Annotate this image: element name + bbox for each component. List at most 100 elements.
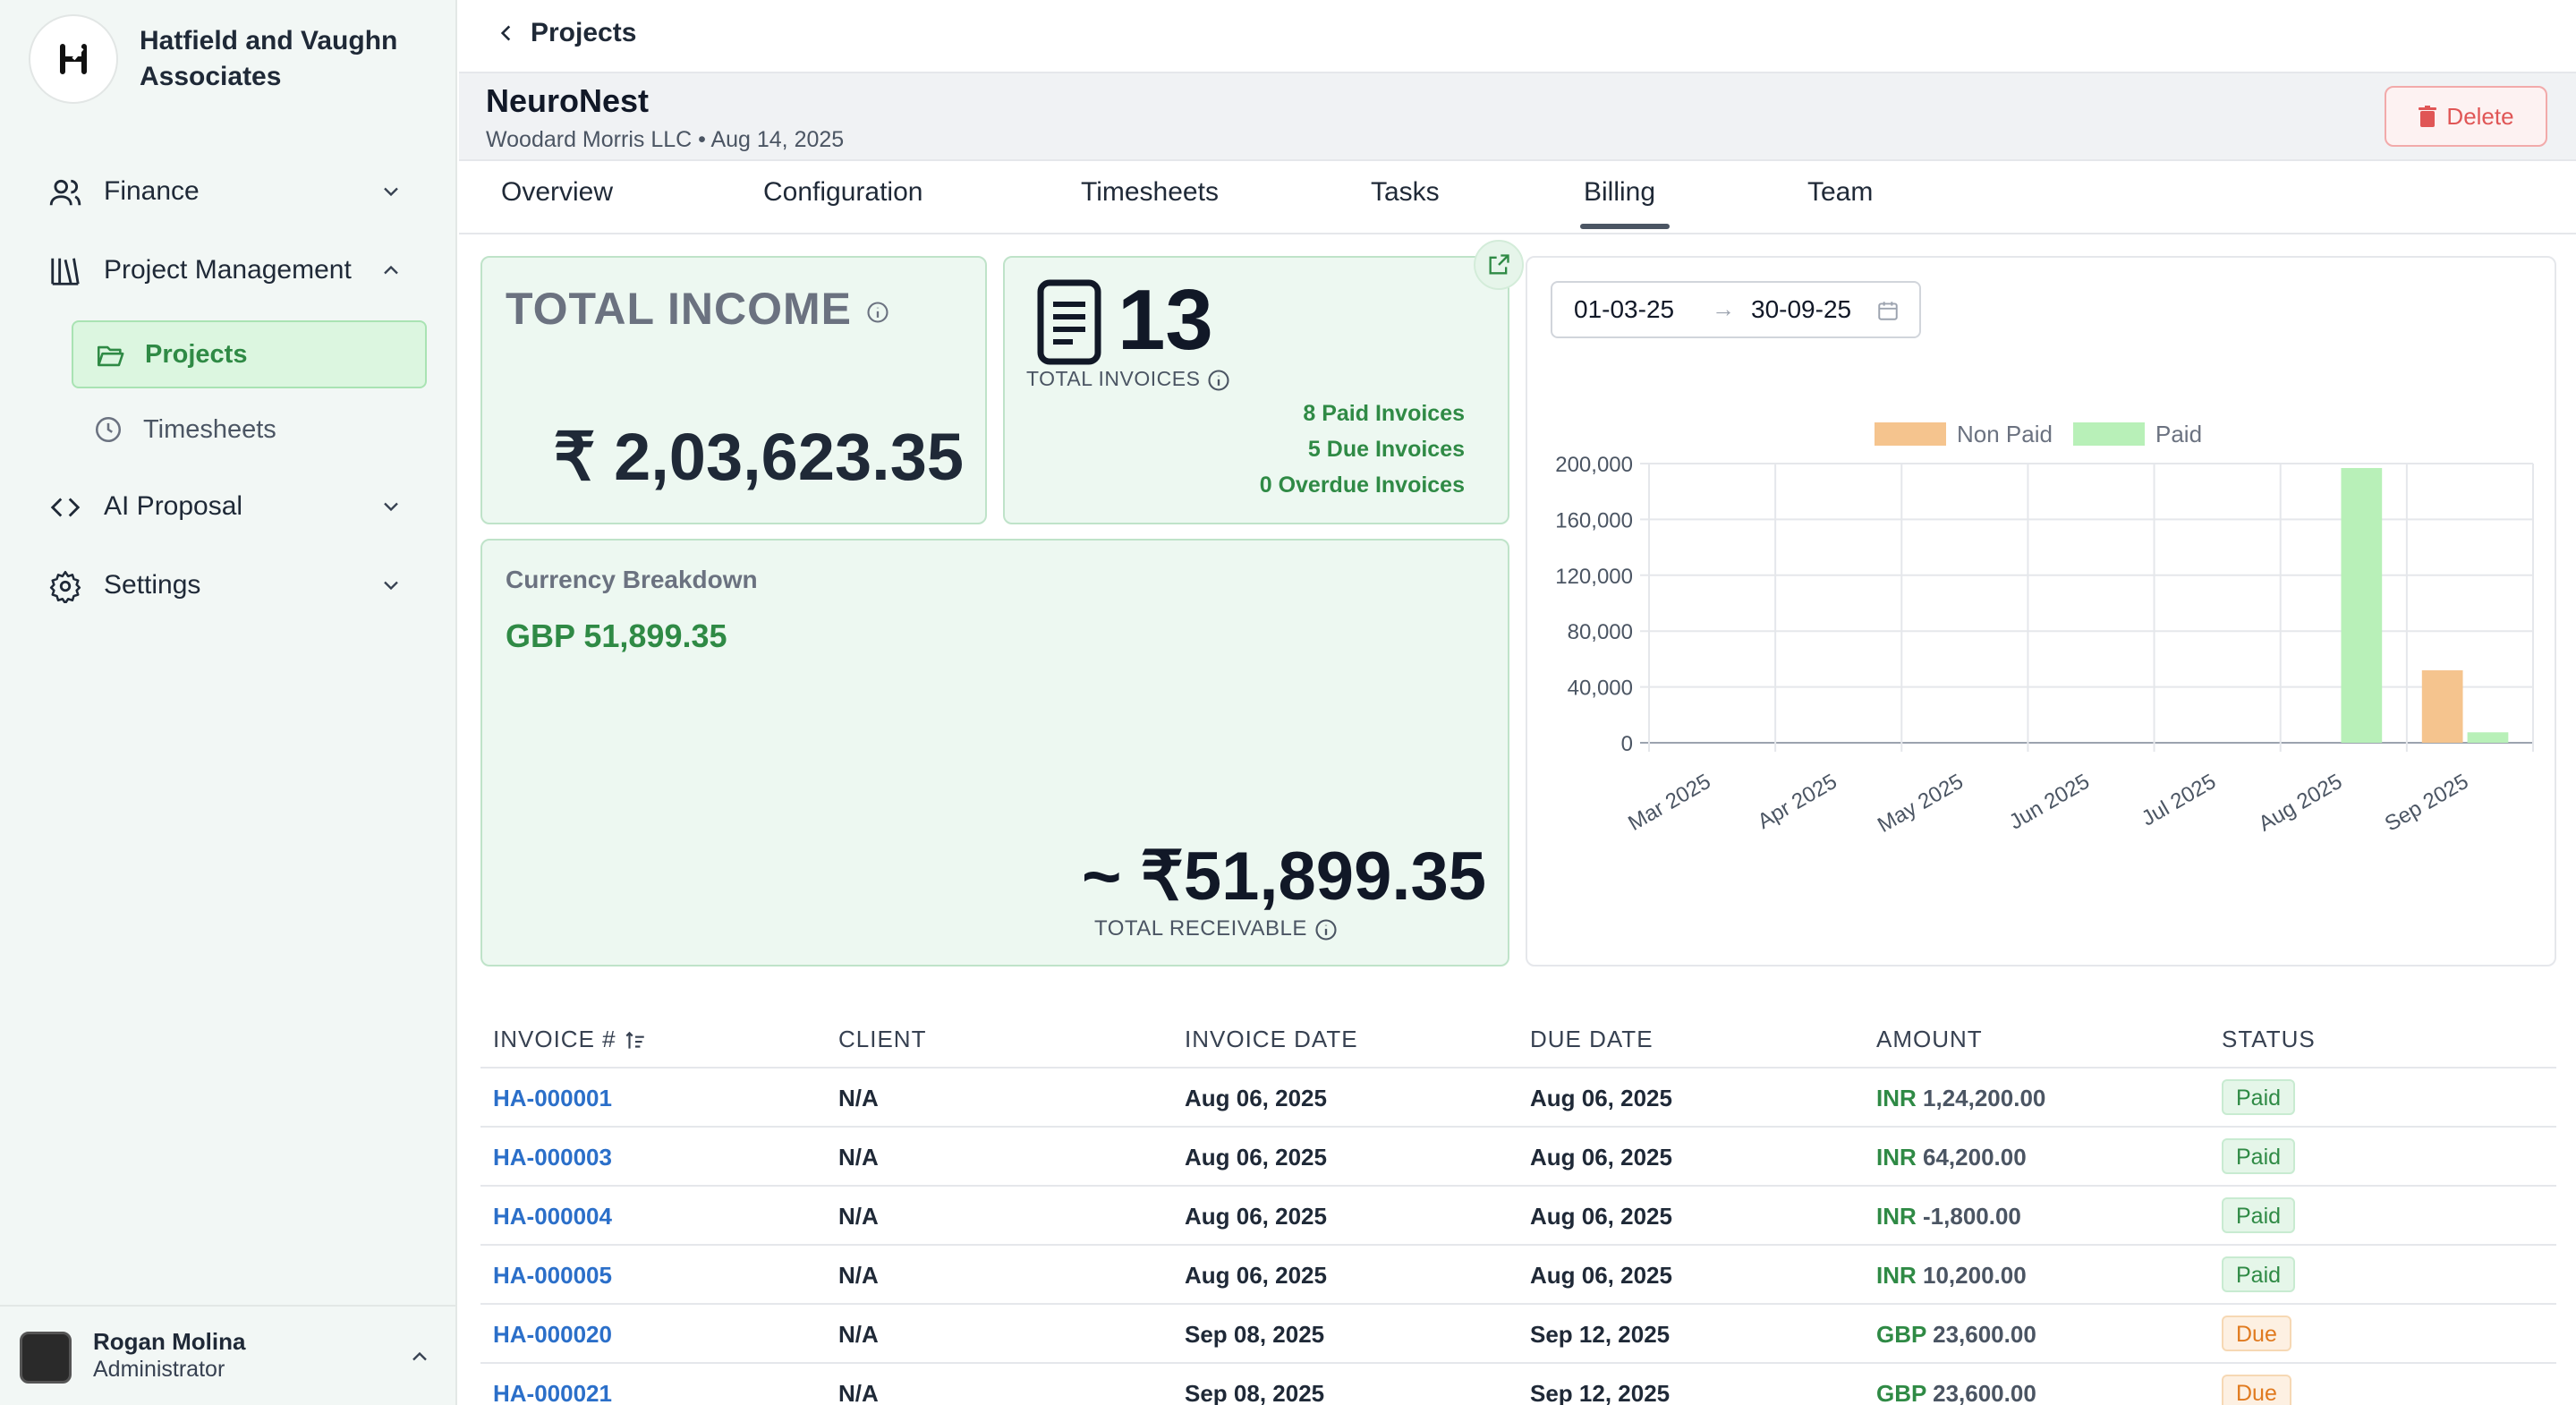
invoice-number-link[interactable]: HA-000001 [493,1085,612,1111]
bar-non-paid [2421,670,2463,743]
open-external-button[interactable] [1474,240,1524,290]
tab-overview[interactable]: Overview [501,177,614,207]
status-badge: Due [2222,1316,2291,1351]
status-badge: Paid [2222,1138,2296,1174]
table-row[interactable]: HA-000020 N/A Sep 08, 2025 Sep 12, 2025 GBP … [480,1303,2556,1362]
invoice-count: 13 [1118,272,1213,368]
info-icon[interactable] [865,300,890,325]
amount-currency: GBP [1876,1380,1926,1405]
delete-label: Delete [2446,102,2514,130]
tab-tasks[interactable]: Tasks [1371,177,1440,207]
income-title: TOTAL INCOME [506,283,890,335]
invoice-number-link[interactable]: HA-000004 [493,1203,612,1230]
date-range-arrow: → [1712,295,1735,322]
code-icon [50,498,81,517]
y-tick-label: 200,000 [1555,453,1633,477]
amount-value: -1,800.00 [1923,1203,2021,1230]
y-tick-label: 160,000 [1555,508,1633,532]
table-row[interactable]: HA-000003 N/A Aug 06, 2025 Aug 06, 2025 INR … [480,1126,2556,1185]
date-range-start[interactable]: 01-03-25 [1574,295,1675,323]
total-receivable-label-text: TOTAL RECEIVABLE [1094,916,1307,941]
column-header-status[interactable]: STATUS [2222,1026,2316,1052]
sidebar-item-label: Project Management [104,255,352,285]
invoice-date-cell: Sep 08, 2025 [1185,1380,1325,1405]
column-header-amount[interactable]: AMOUNT [1876,1026,1983,1052]
table-row[interactable]: HA-000001 N/A Aug 06, 2025 Aug 06, 2025 INR … [480,1067,2556,1126]
amount-value: 10,200.00 [1923,1262,2027,1289]
due-date-cell: Sep 12, 2025 [1530,1380,1671,1405]
legend-label: Paid [2155,421,2202,447]
bar-paid [2467,732,2509,743]
chevron-left-icon [500,25,511,41]
client-cell: N/A [838,1321,879,1348]
invoice-number-link[interactable]: HA-000020 [493,1321,612,1348]
gear-icon [49,570,81,603]
column-header-due-date[interactable]: DUE DATE [1530,1026,1654,1052]
back-label: Projects [531,18,637,47]
client-cell: N/A [838,1144,879,1171]
back-link[interactable]: Projects [495,18,636,48]
x-tick-label: Mar 2025 [1624,770,1714,836]
column-header-invoice-date[interactable]: INVOICE DATE [1185,1026,1358,1052]
info-icon[interactable] [1206,368,1231,393]
column-header-invoice[interactable]: INVOICE # [493,1026,647,1053]
sidebar-item-finance[interactable]: Finance [0,158,457,226]
amount-value: 64,200.00 [1923,1144,2027,1171]
table-row[interactable]: HA-000004 N/A Aug 06, 2025 Aug 06, 2025 INR … [480,1185,2556,1244]
sidebar-item-ai-proposal[interactable]: AI Proposal [0,473,457,541]
sidebar-item-label: Timesheets [143,414,276,444]
legend-label: Non Paid [1957,421,2053,447]
project-header: NeuroNest Woodard Morris LLC • Aug 14, 2… [459,73,2576,161]
sidebar-item-timesheets[interactable]: Timesheets [72,396,427,464]
date-range-picker[interactable]: 01-03-25 → 30-09-25 [1551,281,1921,338]
sidebar-item-label: Projects [145,339,248,369]
status-badge: Paid [2222,1197,2296,1233]
invoice-date-cell: Aug 06, 2025 [1185,1144,1327,1171]
sidebar-item-label: Settings [104,570,201,600]
income-title-text: TOTAL INCOME [506,284,852,334]
clock-icon [95,416,122,443]
avatar [20,1332,72,1384]
chevron-up-icon [384,265,398,275]
total-receivable-label: TOTAL RECEIVABLE [1094,916,1339,942]
y-tick-label: 80,000 [1568,620,1633,644]
brand[interactable]: Hatfield and Vaughn Associates [29,14,435,104]
x-tick-label: Aug 2025 [2255,770,2346,837]
info-icon[interactable] [1314,917,1339,942]
invoice-number-link[interactable]: HA-000003 [493,1144,612,1171]
brand-logo-icon [60,44,87,74]
table-row[interactable]: HA-000021 N/A Sep 08, 2025 Sep 12, 2025 GBP … [480,1362,2556,1405]
total-receivable-value: ~ ₹51,899.35 [1082,839,1486,915]
tab-billing[interactable]: Billing [1579,177,1671,229]
folder-open-icon [97,345,124,367]
user-name: Rogan Molina [93,1328,246,1355]
amount-cell: INR 1,24,200.00 [1876,1085,2045,1112]
billing-chart: 200,000 160,000 120,000 80,000 40,000 0 Mar 20… [1555,421,2534,838]
delete-button[interactable]: Delete [2385,86,2547,147]
invoice-count-label-text: TOTAL INVOICES [1026,367,1201,390]
date-range-end[interactable]: 30-09-25 [1751,295,1852,323]
chevron-down-icon [384,502,398,512]
trash-icon [2419,106,2437,127]
user-menu[interactable]: Rogan Molina Administrator [0,1305,457,1405]
tab-timesheets[interactable]: Timesheets [1081,177,1219,207]
invoice-number-link[interactable]: HA-000021 [493,1380,612,1405]
invoice-date-cell: Aug 06, 2025 [1185,1203,1327,1230]
amount-currency: INR [1876,1144,1917,1171]
sidebar-item-settings[interactable]: Settings [0,551,457,619]
amount-currency: GBP [1876,1321,1926,1348]
column-header-client[interactable]: CLIENT [838,1026,927,1052]
chevron-up-icon [412,1351,427,1361]
total-income-card: TOTAL INCOME ₹ 2,03,623.35 [480,256,987,524]
invoice-number-link[interactable]: HA-000005 [493,1262,612,1289]
income-value: ₹ 2,03,623.35 [553,420,964,494]
tab-configuration[interactable]: Configuration [763,177,923,207]
table-row[interactable]: HA-000005 N/A Aug 06, 2025 Aug 06, 2025 INR … [480,1244,2556,1303]
due-invoices-count: 5 Due Invoices [1307,437,1465,462]
tab-team[interactable]: Team [1807,177,1874,207]
amount-value: 23,600.00 [1933,1321,2036,1348]
sort-ascending-icon [625,1031,644,1049]
due-date-cell: Aug 06, 2025 [1530,1085,1672,1111]
sidebar-item-project-management[interactable]: Project Management [0,236,457,304]
sidebar-item-projects[interactable]: Projects [72,320,427,388]
